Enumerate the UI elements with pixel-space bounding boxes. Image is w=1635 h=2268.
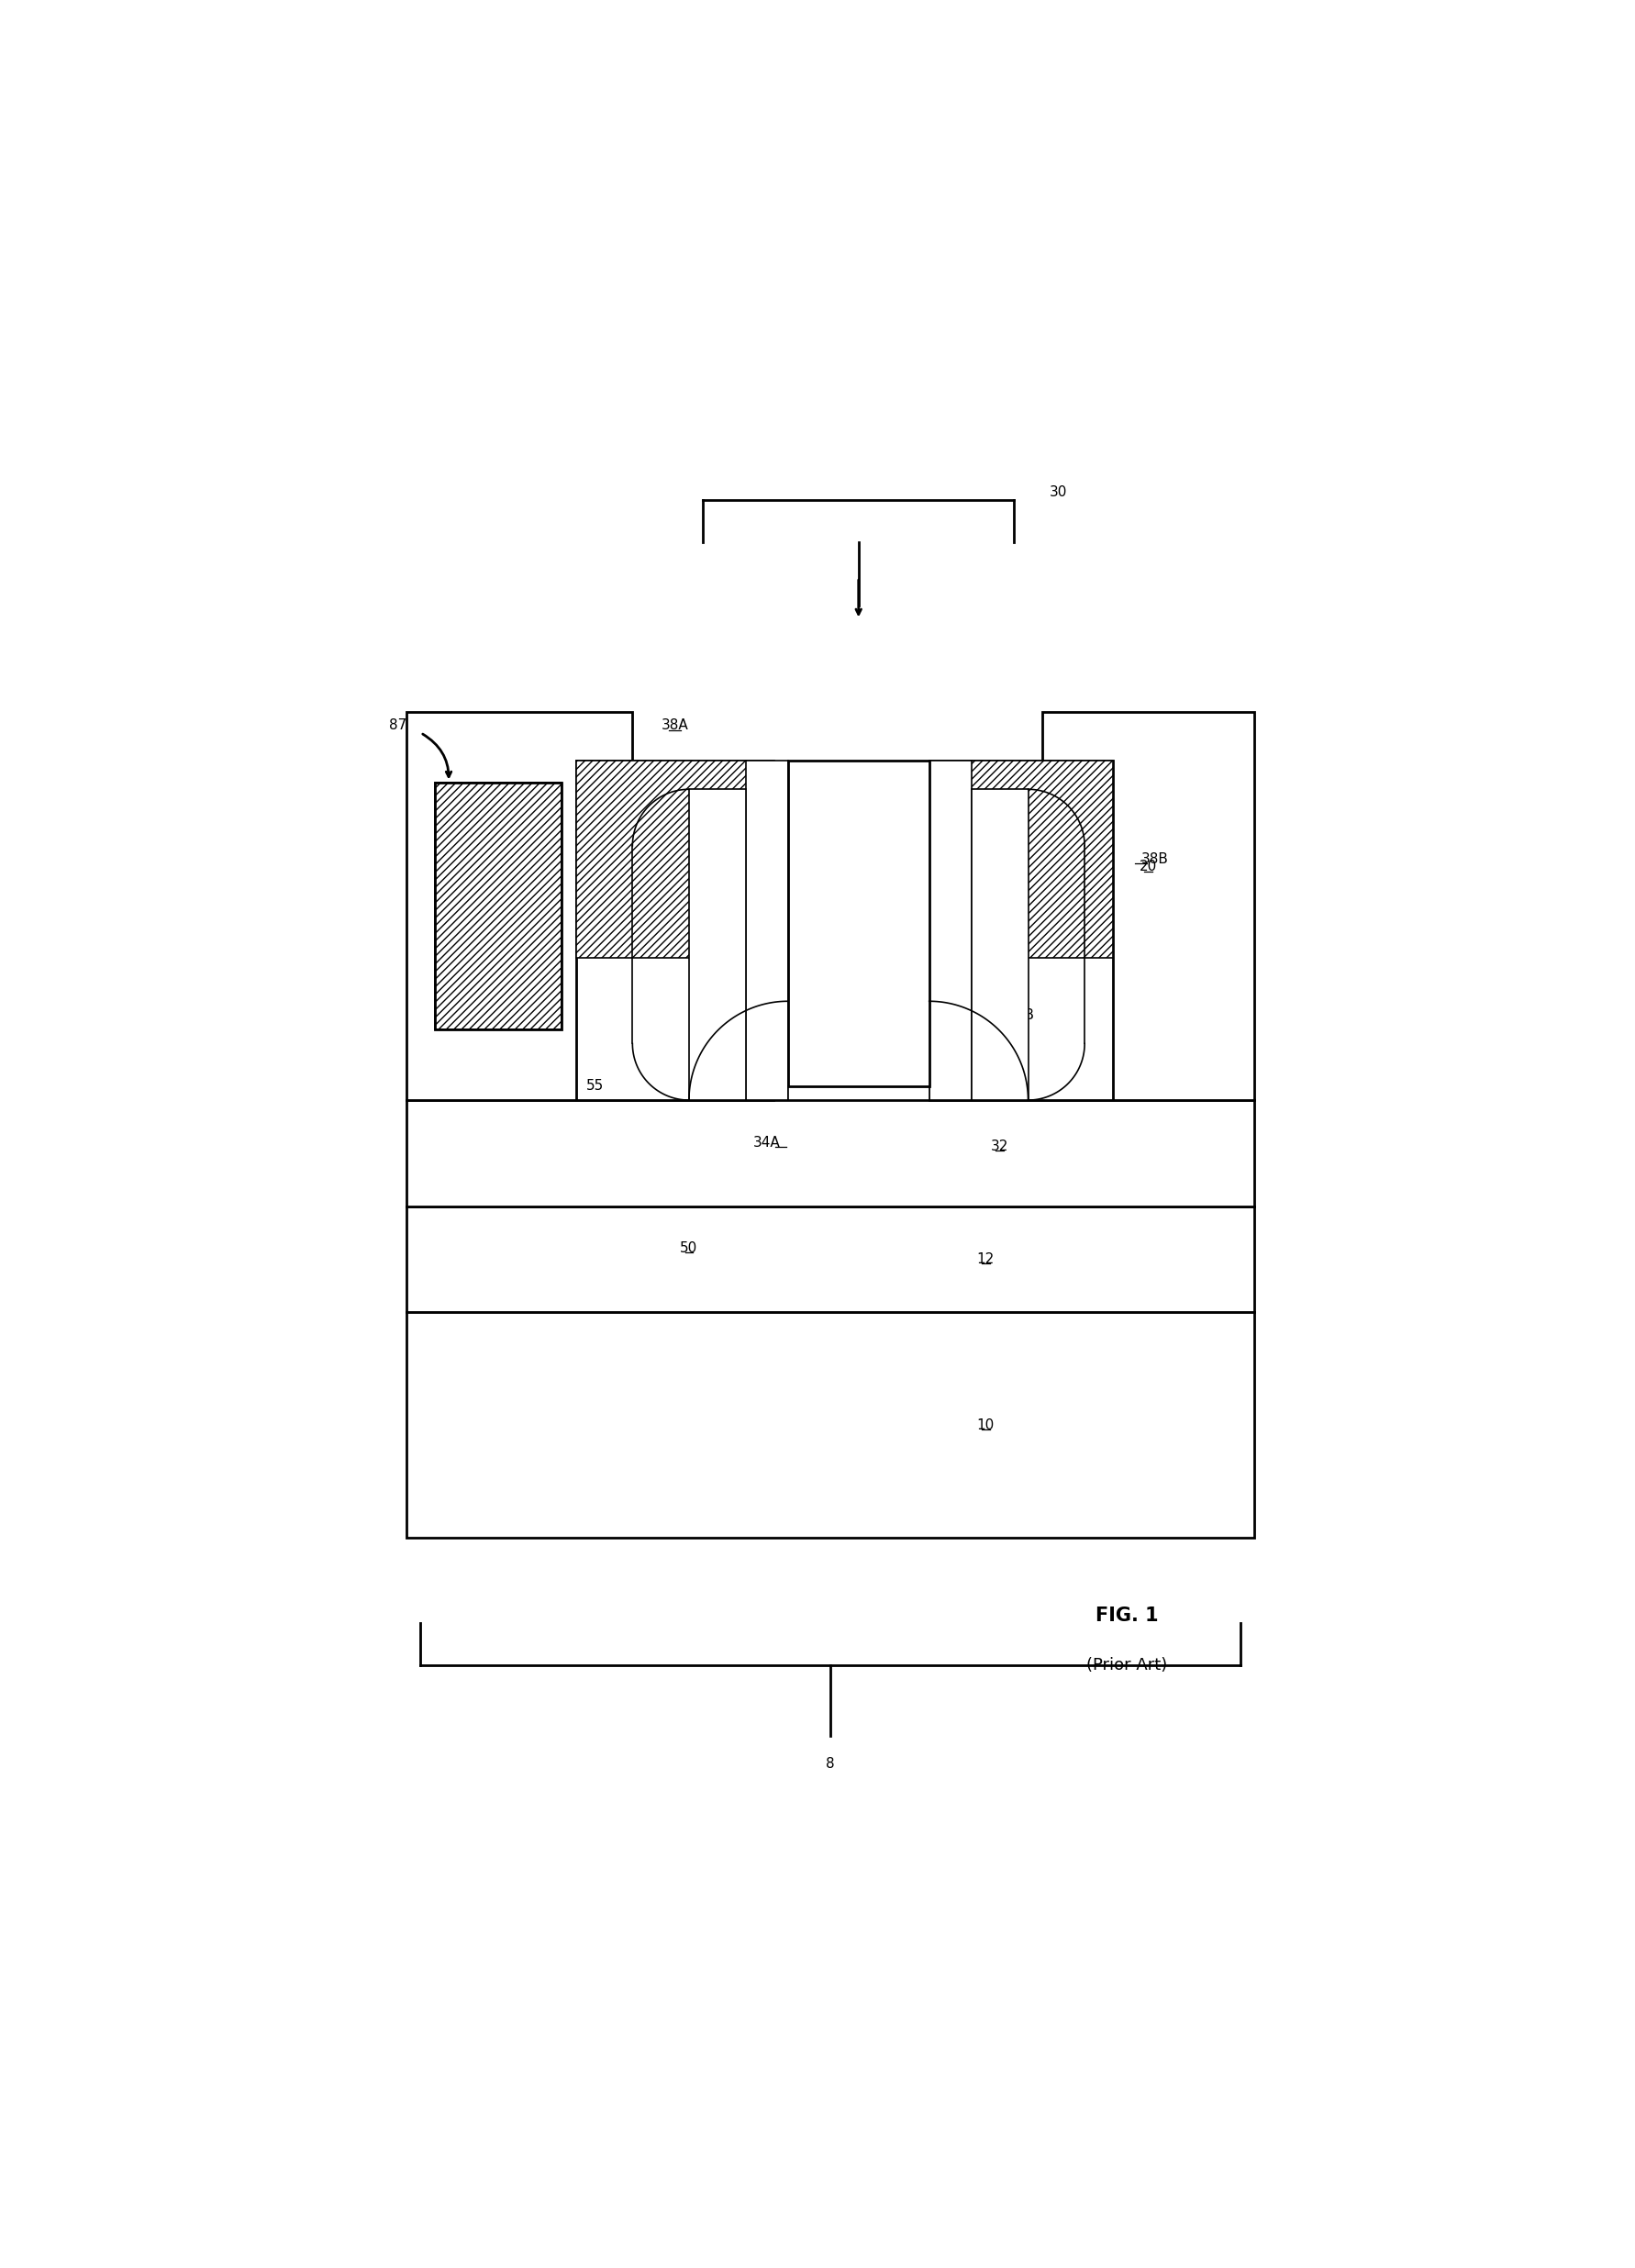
- Text: 34A: 34A: [754, 1136, 780, 1150]
- Text: 12: 12: [976, 1252, 994, 1266]
- Bar: [971, 789, 1027, 1100]
- Text: 54: 54: [706, 866, 724, 880]
- Bar: [746, 762, 788, 1100]
- Bar: [688, 789, 746, 1100]
- Bar: [788, 762, 929, 1086]
- Text: 36B: 36B: [1006, 1009, 1033, 1023]
- Text: 10: 10: [976, 1418, 994, 1431]
- Bar: [405, 712, 633, 1100]
- Bar: [929, 762, 971, 1100]
- Text: (Prior Art): (Prior Art): [1086, 1658, 1167, 1674]
- Bar: [929, 762, 1112, 1100]
- Text: 20: 20: [510, 860, 528, 873]
- Bar: [405, 1100, 1254, 1207]
- Text: 55: 55: [587, 1080, 603, 1093]
- Text: 88B: 88B: [1007, 853, 1033, 866]
- Bar: [435, 782, 561, 1030]
- Bar: [929, 762, 1112, 957]
- Text: 38B: 38B: [1141, 853, 1167, 866]
- Text: 8: 8: [826, 1758, 834, 1771]
- Text: 56: 56: [649, 903, 667, 916]
- Bar: [405, 1207, 1254, 1313]
- Text: 34B: 34B: [999, 1023, 1027, 1036]
- Text: 88A: 88A: [661, 853, 688, 866]
- Bar: [788, 1086, 929, 1100]
- Text: 20: 20: [1138, 860, 1156, 873]
- Text: 86: 86: [489, 898, 507, 912]
- Bar: [576, 762, 773, 957]
- Bar: [405, 1313, 1254, 1538]
- Text: 56: 56: [1048, 903, 1066, 916]
- Bar: [576, 762, 773, 1100]
- Text: 54: 54: [992, 866, 1010, 880]
- Text: 50: 50: [680, 1241, 698, 1256]
- Bar: [1041, 712, 1254, 1100]
- Text: 87: 87: [389, 719, 405, 733]
- Bar: [435, 782, 561, 1030]
- Text: 36A: 36A: [724, 973, 752, 987]
- Text: 32: 32: [991, 1139, 1009, 1152]
- Text: 55: 55: [587, 762, 603, 776]
- Text: 52: 52: [849, 916, 867, 930]
- Text: 30: 30: [1048, 485, 1066, 499]
- Text: FIG. 1: FIG. 1: [1095, 1606, 1158, 1624]
- Text: 38A: 38A: [661, 719, 688, 733]
